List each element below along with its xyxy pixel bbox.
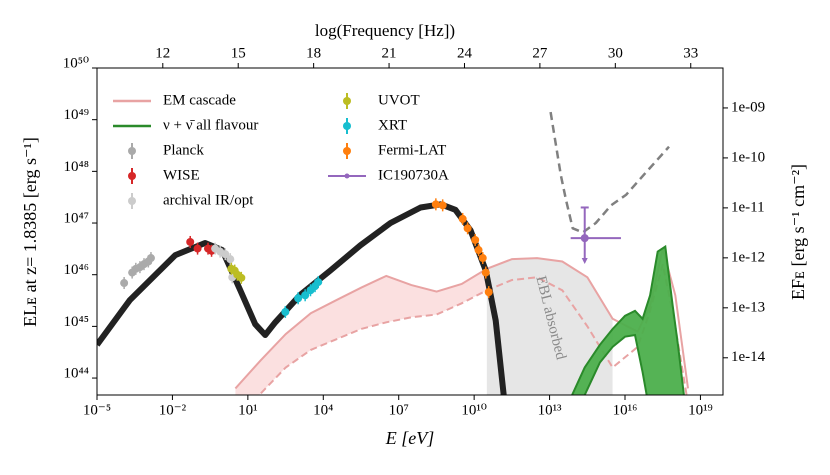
x-tick-label: 10¹⁹ <box>688 402 713 418</box>
y-tick-label: 10⁴⁷ <box>64 210 89 226</box>
legend-label: WISE <box>163 167 200 183</box>
data-point <box>221 250 230 259</box>
legend-label: XRT <box>378 117 407 133</box>
data-point <box>294 294 303 303</box>
y2-tick-label: 1e-09 <box>731 99 765 115</box>
data-point <box>431 200 440 209</box>
x-tick-label: 10¹⁰ <box>461 402 487 418</box>
legend-label: EM cascade <box>163 92 236 108</box>
x2-tick-label: 33 <box>683 45 698 61</box>
band-upper <box>571 244 685 395</box>
data-point <box>186 237 195 246</box>
x2-tick-label: 21 <box>382 45 397 61</box>
y2-tick-label: 1e-14 <box>731 349 766 365</box>
legend-marker <box>344 173 350 179</box>
y-tick-label: 10⁴⁸ <box>64 159 89 175</box>
sensitivity-curve <box>549 111 670 234</box>
data-point <box>463 224 472 233</box>
legend-label: ν + ν̄ all flavour <box>163 117 258 133</box>
legend-label: UVOT <box>378 92 420 108</box>
x-tick-label: 10¹⁶ <box>613 402 638 418</box>
band-lower <box>583 333 648 395</box>
x-tick-label: 10¹ <box>238 402 258 418</box>
x2-tick-label: 15 <box>231 45 246 61</box>
frame <box>96 67 724 396</box>
data-point <box>314 278 323 287</box>
data-point <box>474 246 483 255</box>
x2-tick-label: 30 <box>608 45 623 61</box>
legend-marker <box>128 147 136 155</box>
x-axis-title: E [eV] <box>385 428 435 448</box>
band-fill <box>235 268 487 395</box>
band-fill <box>572 246 684 395</box>
legend-marker <box>343 97 351 105</box>
x2-tick-label: 27 <box>532 45 548 61</box>
y-tick-label: 10⁵⁰ <box>63 55 89 71</box>
x-tick-label: 10⁴ <box>313 402 333 418</box>
y2-tick-label: 1e-10 <box>731 149 765 165</box>
top-axis-title: log(Frequency [Hz]) <box>315 21 455 40</box>
y-tick-label: 10⁴⁵ <box>64 314 89 330</box>
legend-label: archival IR/opt <box>163 192 254 208</box>
y-tick-label: 10⁴⁹ <box>64 107 89 123</box>
data-point <box>484 288 493 297</box>
legend-label: Fermi-LAT <box>378 142 446 158</box>
x-tick-label: 10⁷ <box>389 402 409 418</box>
x-tick-label: 10¹³ <box>538 402 562 418</box>
data-point <box>458 214 467 223</box>
legend-marker <box>128 172 136 180</box>
arrow <box>581 258 588 265</box>
legend-label: Planck <box>163 142 204 158</box>
x-tick-label: 10⁻² <box>159 402 187 418</box>
y-tick-label: 10⁴⁶ <box>64 262 89 278</box>
data-point <box>226 255 235 264</box>
x2-tick-label: 12 <box>155 45 170 61</box>
x2-tick-label: 18 <box>306 45 321 61</box>
y-tick-label: 10⁴⁴ <box>64 365 89 381</box>
y2-axis-title: EFᴇ [erg s⁻¹ cm⁻²] <box>788 164 808 300</box>
data-point <box>301 291 310 300</box>
data-point <box>120 279 129 288</box>
data-point <box>481 268 490 277</box>
data-point <box>237 273 246 282</box>
y-axis-title: ELᴇ at z= 1.8385 [erg s⁻¹] <box>20 137 40 327</box>
data-point <box>438 201 447 210</box>
data-point <box>580 234 589 243</box>
legend-marker <box>343 122 351 130</box>
legend-marker <box>343 147 351 155</box>
ebl-absorbed-region <box>486 258 613 395</box>
y2-tick-label: 1e-12 <box>731 249 765 265</box>
legend-label: IC190730A <box>378 167 449 183</box>
data-point <box>281 307 290 316</box>
data-point <box>146 254 155 263</box>
data-point <box>193 244 202 253</box>
y2-tick-label: 1e-11 <box>731 199 765 215</box>
y2-tick-label: 1e-13 <box>731 299 765 315</box>
data-point <box>478 254 487 263</box>
plot-area <box>97 111 689 395</box>
legend-marker <box>128 197 136 205</box>
x2-tick-label: 24 <box>457 45 473 61</box>
data-point <box>471 235 480 244</box>
x-tick-label: 10⁻⁵ <box>83 402 111 418</box>
